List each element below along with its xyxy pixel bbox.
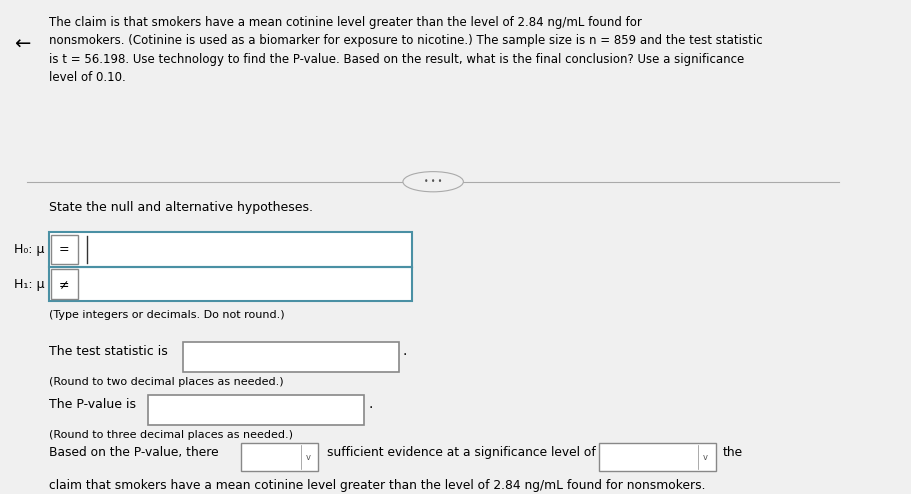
Text: The claim is that smokers have a mean cotinine level greater than the level of 2: The claim is that smokers have a mean co… bbox=[49, 16, 762, 84]
Text: .: . bbox=[368, 397, 373, 412]
Text: v: v bbox=[305, 453, 310, 462]
Ellipse shape bbox=[403, 171, 463, 192]
Text: ≠: ≠ bbox=[59, 278, 69, 290]
Text: H₀: μ: H₀: μ bbox=[15, 243, 45, 256]
Text: the: the bbox=[722, 446, 742, 459]
FancyBboxPatch shape bbox=[50, 235, 78, 264]
FancyBboxPatch shape bbox=[148, 395, 363, 425]
Text: The test statistic is: The test statistic is bbox=[49, 345, 168, 358]
FancyBboxPatch shape bbox=[49, 267, 411, 301]
Text: claim that smokers have a mean cotinine level greater than the level of 2.84 ng/: claim that smokers have a mean cotinine … bbox=[49, 479, 704, 492]
FancyBboxPatch shape bbox=[49, 232, 411, 267]
Text: State the null and alternative hypotheses.: State the null and alternative hypothese… bbox=[49, 201, 312, 214]
Text: (Round to three decimal places as needed.): (Round to three decimal places as needed… bbox=[49, 430, 292, 440]
FancyBboxPatch shape bbox=[599, 443, 715, 471]
Text: .: . bbox=[403, 344, 407, 359]
Text: sufficient evidence at a significance level of 0.10 to: sufficient evidence at a significance le… bbox=[326, 446, 642, 459]
Text: (Round to two decimal places as needed.): (Round to two decimal places as needed.) bbox=[49, 377, 283, 387]
FancyBboxPatch shape bbox=[241, 443, 318, 471]
FancyBboxPatch shape bbox=[182, 342, 398, 372]
Text: (Type integers or decimals. Do not round.): (Type integers or decimals. Do not round… bbox=[49, 310, 284, 320]
Text: =: = bbox=[59, 243, 69, 256]
Text: • • •: • • • bbox=[424, 177, 442, 186]
Text: The P-value is: The P-value is bbox=[49, 398, 136, 411]
FancyBboxPatch shape bbox=[50, 269, 78, 299]
Text: H₁: μ: H₁: μ bbox=[14, 278, 45, 290]
Text: v: v bbox=[701, 453, 707, 462]
Text: Based on the P-value, there: Based on the P-value, there bbox=[49, 446, 219, 459]
Text: ←: ← bbox=[15, 35, 31, 54]
